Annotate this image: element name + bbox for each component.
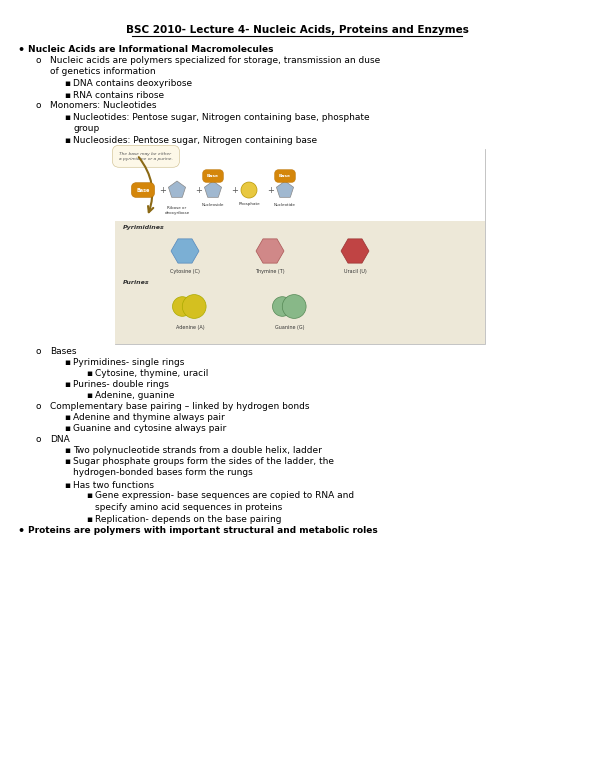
Text: •: • [17, 526, 24, 536]
Text: ▪: ▪ [64, 91, 70, 99]
Text: ▪: ▪ [64, 457, 70, 466]
Text: DNA contains deoxyribose: DNA contains deoxyribose [73, 79, 192, 89]
Text: Bases: Bases [50, 347, 77, 356]
Circle shape [173, 296, 192, 316]
Text: Phosphate: Phosphate [238, 202, 260, 206]
Text: DNA: DNA [50, 435, 70, 444]
Text: Ribose or
deoxyribose: Ribose or deoxyribose [164, 206, 190, 215]
Text: The base may be either
a pyrimidine or a purine.: The base may be either a pyrimidine or a… [119, 152, 173, 161]
Text: •: • [17, 45, 24, 55]
Text: ▪: ▪ [86, 369, 92, 378]
Text: Replication- depends on the base pairing: Replication- depends on the base pairing [95, 515, 281, 524]
Text: +: + [231, 186, 239, 195]
Text: Nucleic acids are polymers specialized for storage, transmission an duse
of gene: Nucleic acids are polymers specialized f… [50, 56, 380, 76]
Text: o: o [35, 56, 40, 65]
Text: BSC 2010- Lecture 4- Nucleic Acids, Proteins and Enzymes: BSC 2010- Lecture 4- Nucleic Acids, Prot… [126, 25, 468, 35]
Text: Pyrimidines: Pyrimidines [123, 225, 165, 230]
Text: Sugar phosphate groups form the sides of the ladder, the
hydrogen-bonded bases f: Sugar phosphate groups form the sides of… [73, 457, 334, 477]
Text: Guanine and cytosine always pair: Guanine and cytosine always pair [73, 424, 226, 433]
Polygon shape [256, 239, 284, 263]
Text: Base: Base [136, 188, 150, 192]
Circle shape [282, 295, 306, 319]
Text: o: o [35, 435, 40, 444]
Text: o: o [35, 102, 40, 111]
Text: ▪: ▪ [64, 424, 70, 433]
Text: Uracil (U): Uracil (U) [344, 269, 367, 274]
Text: RNA contains ribose: RNA contains ribose [73, 91, 164, 99]
Polygon shape [341, 239, 369, 263]
Text: Has two functions: Has two functions [73, 480, 154, 490]
Text: Nucleotides: Pentose sugar, Nitrogen containing base, phosphate
group: Nucleotides: Pentose sugar, Nitrogen con… [73, 112, 369, 133]
Text: ▪: ▪ [64, 480, 70, 490]
Text: ▪: ▪ [64, 380, 70, 389]
Text: +: + [268, 186, 274, 195]
Text: Nucleosides: Pentose sugar, Nitrogen containing base: Nucleosides: Pentose sugar, Nitrogen con… [73, 136, 317, 145]
Text: ▪: ▪ [64, 358, 70, 367]
Text: ▪: ▪ [86, 391, 92, 400]
Bar [115, 221, 485, 344]
Bar [115, 149, 485, 221]
Circle shape [182, 295, 206, 319]
Circle shape [241, 182, 257, 198]
Text: Nucleic Acids are Informational Macromolecules: Nucleic Acids are Informational Macromol… [28, 45, 274, 54]
Text: Purines: Purines [123, 280, 149, 286]
Text: ▪: ▪ [64, 446, 70, 455]
Text: ▪: ▪ [86, 515, 92, 524]
Polygon shape [171, 239, 199, 263]
Text: Gene expression- base sequences are copied to RNA and
specify amino acid sequenc: Gene expression- base sequences are copi… [95, 491, 354, 512]
Text: ▪: ▪ [64, 112, 70, 122]
Polygon shape [168, 181, 186, 197]
Text: ▪: ▪ [64, 136, 70, 145]
Text: Adenine (A): Adenine (A) [176, 324, 204, 330]
Text: +: + [159, 186, 167, 195]
Text: Thymine (T): Thymine (T) [255, 269, 285, 274]
Text: Base: Base [279, 174, 291, 178]
Polygon shape [205, 181, 221, 197]
Circle shape [273, 296, 292, 316]
Text: Two polynucleotide strands from a double helix, ladder: Two polynucleotide strands from a double… [73, 446, 322, 455]
Text: Adenine, guanine: Adenine, guanine [95, 391, 174, 400]
Text: Guanine (G): Guanine (G) [275, 324, 305, 330]
Text: o: o [35, 402, 40, 411]
Text: Nucleoside: Nucleoside [202, 203, 224, 207]
Text: Cytosine (C): Cytosine (C) [170, 269, 200, 274]
Text: Adenine and thymine always pair: Adenine and thymine always pair [73, 413, 225, 422]
Text: Cytosine, thymine, uracil: Cytosine, thymine, uracil [95, 369, 208, 378]
Text: o: o [35, 347, 40, 356]
Text: Proteins are polymers with important structural and metabolic roles: Proteins are polymers with important str… [28, 526, 378, 535]
FancyBboxPatch shape [115, 149, 485, 344]
Text: +: + [196, 186, 202, 195]
Text: Base: Base [207, 174, 219, 178]
Text: Pyrimidines- single rings: Pyrimidines- single rings [73, 358, 184, 367]
Text: ▪: ▪ [64, 413, 70, 422]
Text: Purines- double rings: Purines- double rings [73, 380, 169, 389]
Text: ▪: ▪ [86, 491, 92, 500]
Text: Monomers: Nucleotides: Monomers: Nucleotides [50, 102, 156, 111]
Text: Nucleotide: Nucleotide [274, 203, 296, 207]
Text: Complementary base pairing – linked by hydrogen bonds: Complementary base pairing – linked by h… [50, 402, 309, 411]
Polygon shape [277, 181, 293, 197]
Text: ▪: ▪ [64, 79, 70, 89]
